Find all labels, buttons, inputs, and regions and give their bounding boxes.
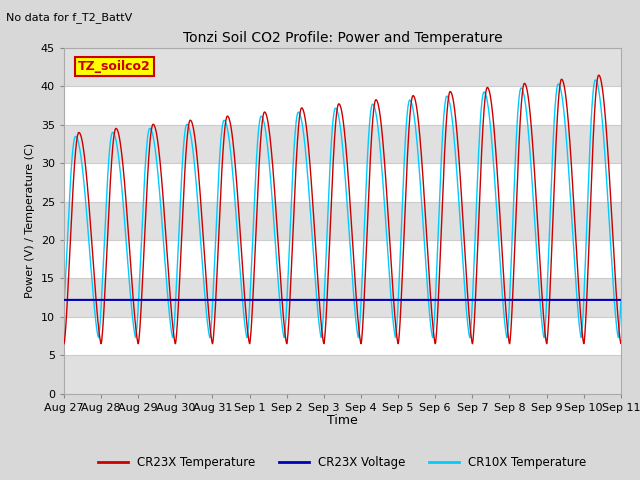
- Title: Tonzi Soil CO2 Profile: Power and Temperature: Tonzi Soil CO2 Profile: Power and Temper…: [182, 32, 502, 46]
- Text: No data for f_T2_BattV: No data for f_T2_BattV: [6, 12, 132, 23]
- X-axis label: Time: Time: [327, 414, 358, 427]
- Y-axis label: Power (V) / Temperature (C): Power (V) / Temperature (C): [26, 143, 35, 299]
- Bar: [64, 278, 621, 317]
- Bar: [64, 202, 621, 240]
- Bar: [64, 355, 621, 394]
- Text: TZ_soilco2: TZ_soilco2: [77, 60, 150, 73]
- Bar: [64, 48, 621, 86]
- Legend: CR23X Temperature, CR23X Voltage, CR10X Temperature: CR23X Temperature, CR23X Voltage, CR10X …: [93, 451, 591, 474]
- Bar: [64, 125, 621, 163]
